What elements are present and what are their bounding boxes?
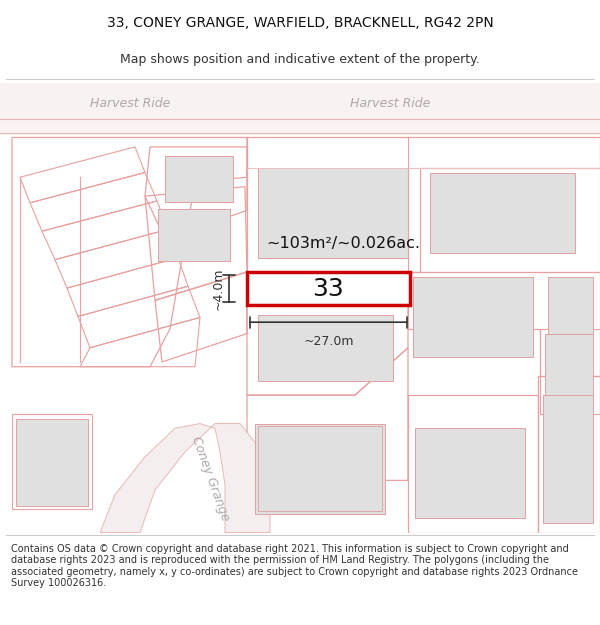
Bar bbox=[0, 82, 600, 134]
Bar bbox=[158, 209, 230, 261]
Bar bbox=[165, 156, 233, 202]
Text: ~4.0m: ~4.0m bbox=[212, 268, 225, 310]
Bar bbox=[16, 419, 88, 506]
Bar bbox=[543, 395, 593, 523]
Bar bbox=[408, 395, 538, 532]
Bar bbox=[415, 428, 525, 518]
Bar bbox=[258, 314, 393, 381]
Polygon shape bbox=[100, 424, 270, 532]
Bar bbox=[538, 376, 600, 532]
Bar bbox=[548, 277, 593, 358]
Text: 33, CONEY GRANGE, WARFIELD, BRACKNELL, RG42 2PN: 33, CONEY GRANGE, WARFIELD, BRACKNELL, R… bbox=[107, 16, 493, 30]
Text: Contains OS data © Crown copyright and database right 2021. This information is : Contains OS data © Crown copyright and d… bbox=[11, 544, 578, 588]
Bar bbox=[258, 168, 408, 258]
Text: Harvest Ride: Harvest Ride bbox=[350, 97, 430, 110]
Text: ~27.0m: ~27.0m bbox=[303, 336, 354, 349]
Text: Coney Grange: Coney Grange bbox=[188, 434, 232, 522]
Text: Harvest Ride: Harvest Ride bbox=[90, 97, 170, 110]
Bar bbox=[12, 414, 92, 509]
Text: Map shows position and indicative extent of the property.: Map shows position and indicative extent… bbox=[120, 53, 480, 66]
Bar bbox=[258, 426, 382, 511]
Bar bbox=[413, 277, 533, 358]
Bar bbox=[247, 272, 410, 305]
Text: 33: 33 bbox=[313, 276, 344, 301]
Bar bbox=[545, 334, 593, 408]
Text: ~103m²/~0.026ac.: ~103m²/~0.026ac. bbox=[266, 236, 421, 251]
Bar bbox=[255, 424, 385, 514]
Bar bbox=[430, 173, 575, 253]
